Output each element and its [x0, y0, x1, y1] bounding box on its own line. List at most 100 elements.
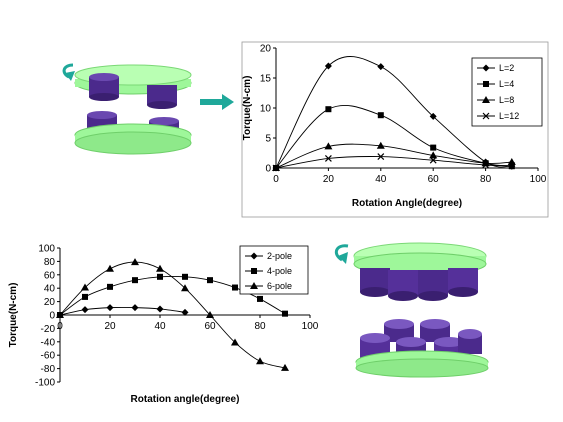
y-tick-label: 10 [260, 104, 272, 115]
legend-label: L=8 [499, 95, 514, 105]
y-tick-label: 80 [44, 257, 56, 268]
legend-marker [482, 112, 490, 120]
series-2-pole [56, 304, 189, 319]
data-point [430, 144, 437, 151]
rotation-arrow-icon [334, 244, 349, 262]
data-point [81, 306, 89, 314]
legend-label: 4-pole [267, 266, 292, 276]
legend-marker [483, 81, 489, 87]
data-point [324, 62, 332, 70]
data-point [206, 311, 214, 318]
two-pole-coupling-illustration [62, 63, 192, 155]
y-tick-label: -40 [41, 337, 56, 348]
legend: 2-pole 4-pole 6-pole [239, 245, 309, 295]
data-point [324, 142, 333, 150]
x-tick-label: 60 [204, 321, 216, 332]
y-tick-label: 40 [44, 284, 56, 295]
chart-frame [241, 41, 549, 218]
x-tick-label: 20 [323, 174, 335, 185]
legend-marker [482, 96, 490, 103]
legend-marker [250, 252, 258, 260]
data-point [281, 363, 289, 371]
y-tick-label: -80 [41, 364, 56, 375]
data-point [156, 264, 164, 272]
data-point [256, 357, 264, 365]
data-point [81, 283, 89, 291]
x-tick-label: 0 [273, 174, 279, 185]
torque-vs-angle-poles-chart: 0 20 40 60 80 100100806040200-20-40-60-80-100… [8, 244, 319, 406]
data-point [325, 106, 332, 113]
series-line [275, 156, 512, 169]
legend-label: L=4 [499, 79, 514, 89]
legend: L=2 L=4 L=8 L=12 [471, 57, 543, 127]
data-point [82, 293, 88, 300]
data-point [429, 156, 437, 164]
data-point [232, 284, 238, 291]
series-L=8 [272, 141, 516, 171]
y-axis-label: Torque(N-cm) [242, 76, 253, 141]
data-point [429, 151, 438, 159]
data-point [377, 63, 385, 71]
data-point [324, 154, 332, 162]
x-axis-label: Rotation Angle(degree) [352, 198, 462, 209]
legend-label: 6-pole [267, 281, 292, 291]
x-tick-label: 80 [480, 174, 492, 185]
y-tick-label: 15 [260, 74, 272, 85]
x-tick-label: 20 [104, 321, 116, 332]
y-tick-label: 20 [260, 44, 272, 55]
y-tick-label: -100 [35, 378, 55, 389]
series-line [59, 306, 186, 316]
data-point [157, 273, 163, 280]
x-tick-label: 100 [302, 321, 319, 332]
data-point [507, 158, 516, 165]
data-point [482, 161, 490, 169]
y-tick-label: 0 [265, 164, 271, 175]
data-point [508, 162, 516, 170]
data-point [272, 164, 280, 172]
data-point [181, 308, 189, 316]
data-point [182, 273, 188, 280]
right-arrow-icon [200, 94, 234, 110]
x-axis-label: Rotation angle(degree) [131, 394, 240, 405]
data-point [106, 304, 114, 312]
six-pole-coupling-illustration [334, 242, 489, 378]
y-tick-label: 100 [38, 244, 55, 255]
data-point [207, 277, 213, 284]
data-point [282, 310, 288, 317]
rotation-arrowhead-icon [65, 71, 75, 81]
legend-marker [250, 282, 258, 289]
x-tick-label: 100 [530, 174, 547, 185]
x-tick-label: 0 [57, 321, 63, 332]
series-6-pole [56, 258, 289, 371]
rotation-arrowhead-icon [338, 252, 348, 264]
data-point [377, 153, 385, 161]
data-point [429, 112, 437, 120]
legend-label: L=2 [499, 63, 514, 73]
upper-magnet-row [360, 268, 478, 301]
data-point [181, 284, 189, 292]
series-line [59, 261, 286, 369]
legend-marker [482, 64, 490, 72]
y-axis-label: Torque(N-cm) [8, 283, 19, 348]
series-L=12 [272, 153, 516, 172]
data-point [106, 264, 114, 272]
upper-magnet-right [147, 85, 177, 109]
legend-marker [251, 268, 257, 274]
x-tick-label: 40 [375, 174, 387, 185]
y-tick-label: -20 [41, 324, 56, 335]
data-point [56, 311, 64, 318]
y-tick-label: -60 [41, 351, 56, 362]
data-point [107, 283, 113, 290]
torque-vs-angle-L-chart: 0 20 40 60 80 100 0 5 10 15 20 Rotation Angle(degre… [241, 41, 549, 218]
upper-magnet-left [89, 73, 119, 101]
data-point [376, 141, 385, 149]
x-tick-label: 40 [154, 321, 166, 332]
y-tick-label: 60 [44, 270, 56, 281]
data-point [377, 112, 384, 119]
x-tick-label: 80 [254, 321, 266, 332]
data-point [257, 295, 263, 302]
legend-label: 2-pole [267, 251, 292, 261]
series-line [275, 143, 512, 169]
legend-label: L=12 [499, 111, 519, 121]
data-point [131, 258, 139, 266]
